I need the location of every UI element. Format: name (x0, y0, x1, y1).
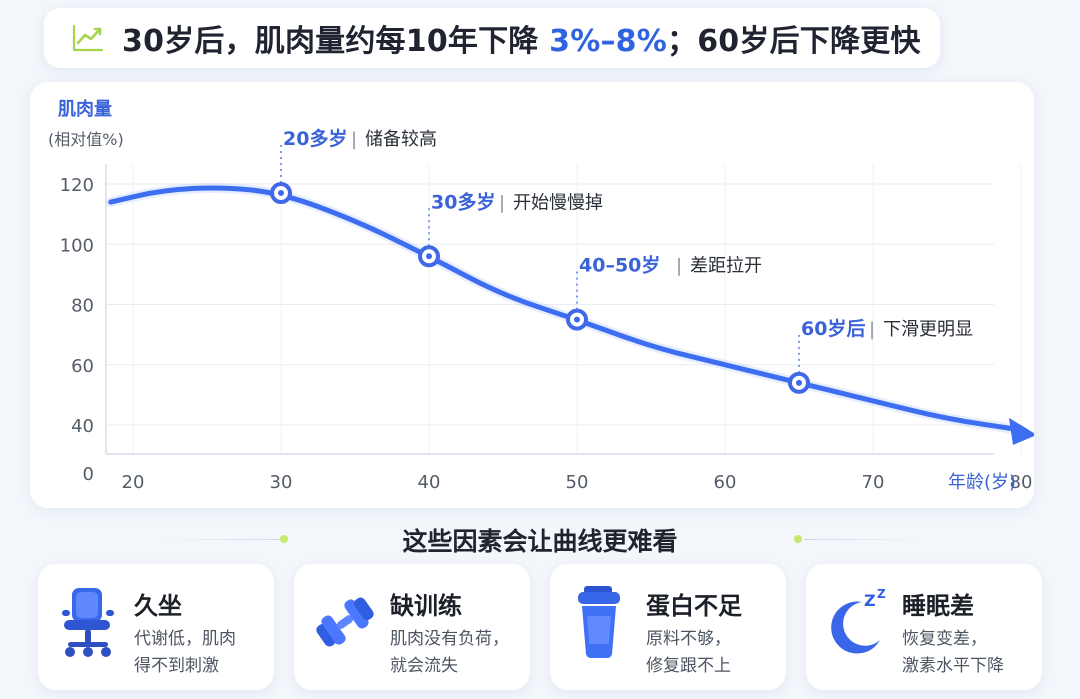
divider-right (804, 539, 924, 540)
x-tick-label: 40 (418, 472, 441, 493)
x-tick-label: 20 (122, 472, 145, 493)
factor-description-line: 恢复变差， (902, 629, 987, 649)
factor-description-line: 就会流失 (390, 656, 458, 676)
marker-age-label: 30多岁 (431, 190, 495, 213)
y-tick-label: 120 (60, 175, 94, 196)
headline-prefix: 30岁后，肌肉量约每10年下降 (122, 24, 550, 59)
factor-description-line: 修复跟不上 (646, 656, 731, 676)
factor-title: 睡眠差 (902, 592, 974, 620)
trend-chart-icon (70, 20, 106, 56)
svg-text:Z: Z (877, 587, 886, 601)
factor-description-line: 肌肉没有负荷， (390, 629, 509, 649)
y-tick-label: 60 (71, 356, 94, 377)
series-arrow-head (1009, 417, 1034, 445)
factor-title: 久坐 (134, 592, 182, 620)
series-line (108, 185, 1024, 433)
svg-text:Z: Z (864, 591, 876, 610)
marker-description-label: 下滑更明显 (883, 319, 973, 340)
moon-sleep-icon: Z Z (822, 582, 892, 662)
x-tick-label: 70 (862, 472, 885, 493)
y-axis-title-line1: 肌肉量 (58, 98, 112, 120)
factors-list: 久坐 代谢低，肌肉 得不到刺激 缺训练 肌肉没有负荷， 就会流失 (38, 564, 1042, 690)
headline-text: 30岁后，肌肉量约每10年下降 3%–8%；60岁后下降更快 (122, 16, 921, 60)
factor-description-line: 原料不够， (646, 629, 731, 649)
factor-title: 蛋白不足 (646, 592, 742, 620)
factor-description-line: 得不到刺激 (134, 656, 219, 676)
factor-card-sleep: Z Z 睡眠差 恢复变差， 激素水平下降 (806, 564, 1042, 690)
marker-separator: | (676, 256, 682, 277)
headline-banner: 30岁后，肌肉量约每10年下降 3%–8%；60岁后下降更快 (44, 8, 940, 68)
y-tick-label: 100 (60, 235, 94, 256)
marker-center (574, 316, 580, 323)
dumbbell-icon (310, 582, 380, 662)
x-tick-label: 50 (566, 472, 589, 493)
headline-highlight: 3%–8% (549, 24, 668, 59)
x-tick-label: 60 (714, 472, 737, 493)
y-axis-title-line2: (相对值%) (48, 130, 124, 149)
y-tick-label: 0 (83, 464, 94, 485)
factor-card-sitting: 久坐 代谢低，肌肉 得不到刺激 (38, 564, 274, 690)
marker-description-label: 开始慢慢掉 (513, 192, 603, 213)
marker-separator: | (869, 319, 875, 340)
factors-title: 这些因素会让曲线更难看 (402, 527, 678, 556)
factor-description: 恢复变差， 激素水平下降 (902, 626, 1042, 680)
factor-title: 缺训练 (390, 592, 462, 620)
divider-dot-left (280, 535, 288, 543)
office-chair-icon (54, 582, 124, 662)
x-tick-label: 30 (270, 472, 293, 493)
divider-dot-right (794, 535, 802, 543)
marker-center (426, 253, 432, 260)
marker-age-label: 40–50岁 (579, 254, 660, 277)
divider-left (160, 539, 280, 540)
factor-card-training: 缺训练 肌肉没有负荷， 就会流失 (294, 564, 530, 690)
marker-age-label: 60岁后 (801, 317, 865, 340)
marker-center (796, 379, 802, 386)
marker-description-label: 储备较高 (365, 129, 437, 150)
headline-suffix: ；60岁后下降更快 (667, 24, 921, 59)
factor-card-protein: 蛋白不足 原料不够， 修复跟不上 (550, 564, 786, 690)
series-line-glow (105, 183, 1026, 435)
x-axis-title: 年龄(岁) (948, 472, 1016, 493)
factor-description-line: 激素水平下降 (902, 656, 1004, 676)
factor-description-line: 代谢低，肌肉 (134, 629, 236, 649)
protein-shaker-icon (566, 582, 636, 662)
marker-separator: | (351, 129, 357, 150)
factor-description: 原料不够， 修复跟不上 (646, 626, 786, 680)
x-tick-label: 80 (1010, 472, 1033, 493)
factor-description: 代谢低，肌肉 得不到刺激 (134, 626, 274, 680)
y-tick-label: 40 (71, 416, 94, 437)
marker-age-label: 20多岁 (283, 127, 347, 150)
marker-description-label: 差距拉开 (690, 256, 762, 277)
muscle-mass-chart: 肌肉量 (相对值%) 120 100 80 60 40 0 20 30 40 50 60 70 80 年龄(岁… (30, 82, 1034, 508)
y-tick-label: 80 (71, 296, 94, 317)
marker-center (278, 190, 284, 197)
factor-description: 肌肉没有负荷， 就会流失 (390, 626, 530, 680)
marker-separator: | (499, 192, 505, 213)
